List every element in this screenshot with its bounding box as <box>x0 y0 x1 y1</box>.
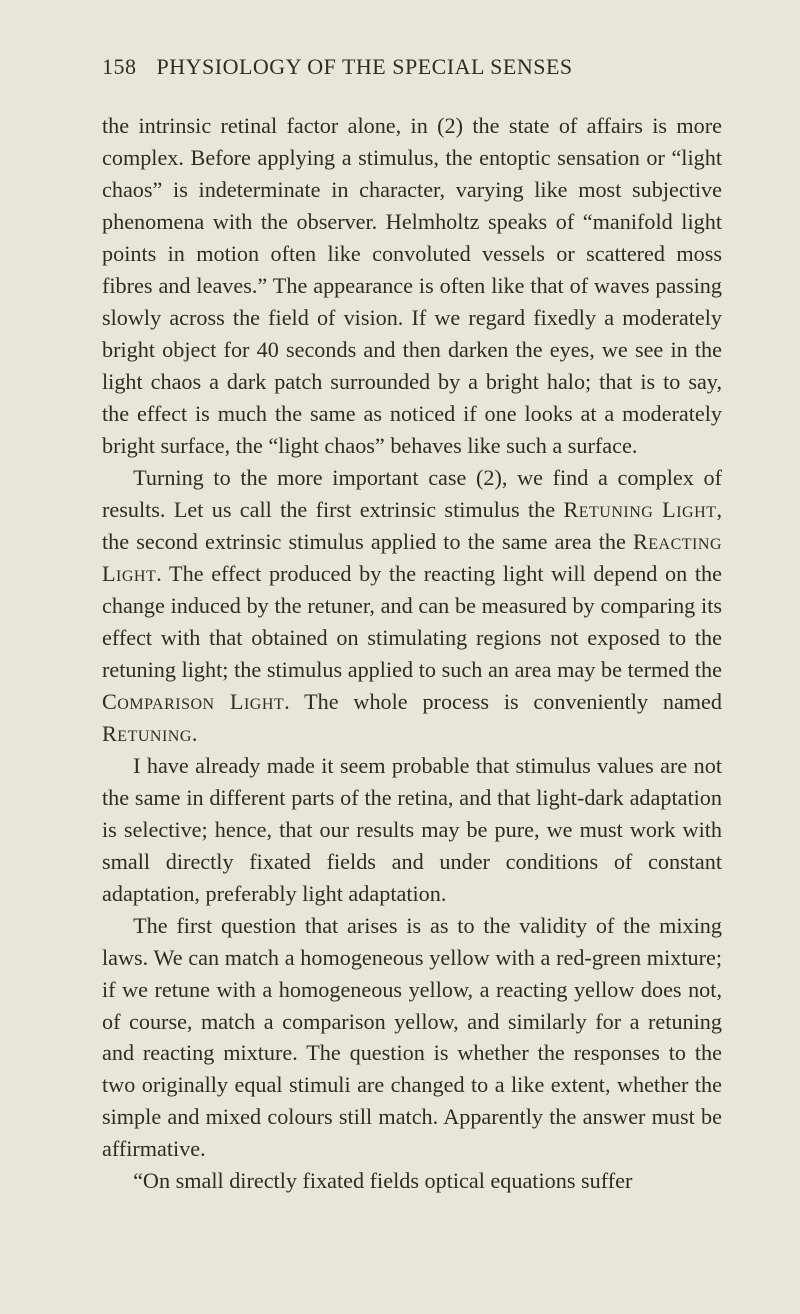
scanned-page: 158 PHYSIOLOGY OF THE SPECIAL SENSES the… <box>0 0 800 1314</box>
term-comparison-light: Comparison Light <box>102 689 284 714</box>
text-run: The first question that arises is as to … <box>102 913 722 1162</box>
running-head: 158 PHYSIOLOGY OF THE SPECIAL SENSES <box>102 54 722 80</box>
text-run: I have already made it seem probable tha… <box>102 753 722 906</box>
term-retuning: Retuning <box>102 721 192 746</box>
page-number: 158 <box>102 54 137 79</box>
term-retuning-light: Retuning Light <box>563 497 716 522</box>
text-run: . <box>192 721 198 746</box>
text-run: . The effect produced by the reacting li… <box>102 561 722 682</box>
text-run: the intrinsic retinal factor alone, in (… <box>102 113 722 458</box>
text-run: . The whole process is conveniently name… <box>284 689 722 714</box>
paragraph-4: The first question that arises is as to … <box>102 910 722 1166</box>
body-text: the intrinsic retinal factor alone, in (… <box>102 110 722 1197</box>
paragraph-3: I have already made it seem probable tha… <box>102 750 722 910</box>
running-title: PHYSIOLOGY OF THE SPECIAL SENSES <box>157 54 573 79</box>
paragraph-5: “On small directly fixated fields optica… <box>102 1165 722 1197</box>
paragraph-1: the intrinsic retinal factor alone, in (… <box>102 110 722 462</box>
paragraph-2: Turning to the more important case (2), … <box>102 462 722 750</box>
text-run: “On small directly fixated fields optica… <box>133 1168 632 1193</box>
